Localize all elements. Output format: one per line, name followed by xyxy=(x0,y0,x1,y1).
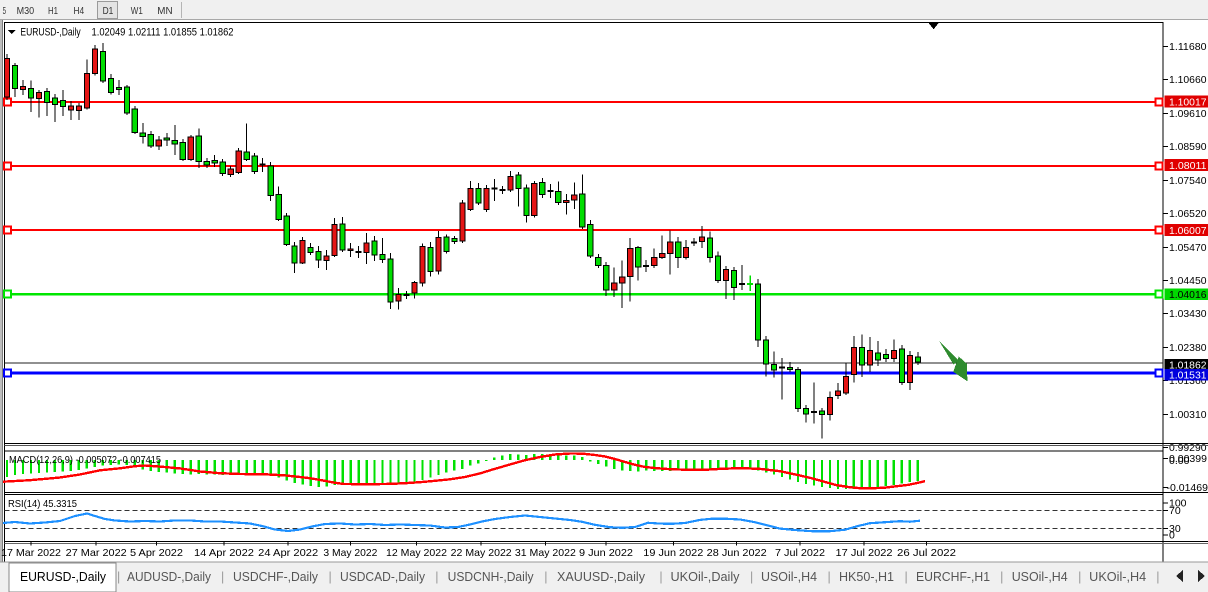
svg-text:RSI(14) 45.3315: RSI(14) 45.3315 xyxy=(8,498,77,510)
svg-text:1.05470: 1.05470 xyxy=(1169,242,1207,254)
svg-text:|: | xyxy=(1000,570,1003,584)
svg-text:1.01531: 1.01531 xyxy=(1169,370,1207,382)
svg-text:USDCHF-,Daily: USDCHF-,Daily xyxy=(233,570,319,584)
svg-text:AUDUSD-,Daily: AUDUSD-,Daily xyxy=(127,570,212,584)
svg-text:1.08590: 1.08590 xyxy=(1169,141,1207,153)
svg-text:EURUSD-,Daily: EURUSD-,Daily xyxy=(20,570,107,584)
svg-text:1.08011: 1.08011 xyxy=(1169,160,1207,172)
svg-text:|: | xyxy=(544,570,547,584)
svg-text:EURUSD-,Daily: EURUSD-,Daily xyxy=(20,26,81,38)
svg-text:30: 30 xyxy=(1169,523,1181,535)
svg-text:USOil-,H4: USOil-,H4 xyxy=(761,570,817,584)
svg-text:27 Mar 2022: 27 Mar 2022 xyxy=(66,547,127,559)
svg-text:22 May 2022: 22 May 2022 xyxy=(451,547,512,559)
svg-text:UKOil-,H4: UKOil-,H4 xyxy=(1089,570,1146,584)
svg-text:100: 100 xyxy=(1169,498,1187,510)
svg-text:USDCNH-,Daily: USDCNH-,Daily xyxy=(448,570,535,584)
svg-text:1.07540: 1.07540 xyxy=(1169,175,1207,187)
svg-text:17 Mar 2022: 17 Mar 2022 xyxy=(1,547,61,559)
svg-text:|: | xyxy=(435,570,438,584)
svg-text:MACD(12,26,9) -0.005072 -0.007: MACD(12,26,9) -0.005072 -0.007415 xyxy=(9,454,161,466)
svg-text:W1: W1 xyxy=(131,5,143,17)
svg-text:D1: D1 xyxy=(103,5,114,17)
svg-text:24 Apr 2022: 24 Apr 2022 xyxy=(258,547,318,559)
svg-text:26 Jul 2022: 26 Jul 2022 xyxy=(897,547,956,559)
svg-text:28 Jun 2022: 28 Jun 2022 xyxy=(707,547,767,559)
svg-text:|: | xyxy=(659,570,662,584)
svg-text:USDCAD-,Daily: USDCAD-,Daily xyxy=(340,570,426,584)
svg-text:1.04016: 1.04016 xyxy=(1169,289,1207,301)
svg-text:H1: H1 xyxy=(48,5,58,17)
svg-text:1.02049 1.02111 1.01855 1.0186: 1.02049 1.02111 1.01855 1.01862 xyxy=(92,26,234,38)
svg-text:1.04450: 1.04450 xyxy=(1169,275,1207,287)
svg-text:1.06007: 1.06007 xyxy=(1169,225,1207,237)
svg-text:MN: MN xyxy=(157,5,172,17)
svg-text:|: | xyxy=(1078,570,1081,584)
svg-text:1.10660: 1.10660 xyxy=(1169,74,1207,86)
svg-text:7 Jul 2022: 7 Jul 2022 xyxy=(775,547,825,559)
svg-text:1.06520: 1.06520 xyxy=(1169,208,1207,220)
svg-text:-0.01469: -0.01469 xyxy=(1167,482,1208,494)
svg-text:70: 70 xyxy=(1169,505,1181,517)
svg-text:|: | xyxy=(117,570,120,584)
svg-text:|: | xyxy=(828,570,831,584)
svg-text:1.10017: 1.10017 xyxy=(1169,96,1207,108)
svg-text:UKOil-,Daily: UKOil-,Daily xyxy=(671,570,741,584)
svg-text:1.03430: 1.03430 xyxy=(1169,308,1207,320)
svg-text:1.00310: 1.00310 xyxy=(1169,409,1207,421)
svg-text:9 Jun 2022: 9 Jun 2022 xyxy=(579,547,633,559)
svg-text:5: 5 xyxy=(3,5,6,17)
svg-text:14 Apr 2022: 14 Apr 2022 xyxy=(194,547,254,559)
svg-text:0.00: 0.00 xyxy=(1169,455,1190,467)
svg-text:H4: H4 xyxy=(74,5,85,17)
svg-text:3 May 2022: 3 May 2022 xyxy=(323,547,377,559)
svg-text:USOil-,H4: USOil-,H4 xyxy=(1012,570,1068,584)
svg-text:0: 0 xyxy=(1169,530,1175,542)
svg-text:|: | xyxy=(1156,570,1159,584)
svg-text:HK50-,H1: HK50-,H1 xyxy=(839,570,894,584)
svg-text:5 Apr 2022: 5 Apr 2022 xyxy=(130,547,183,559)
svg-text:1.11680: 1.11680 xyxy=(1169,41,1207,53)
svg-text:17 Jul 2022: 17 Jul 2022 xyxy=(836,547,893,559)
svg-text:|: | xyxy=(221,570,224,584)
svg-text:1.02380: 1.02380 xyxy=(1169,342,1207,354)
svg-text:1.09610: 1.09610 xyxy=(1169,108,1207,120)
svg-text:12 May 2022: 12 May 2022 xyxy=(386,547,447,559)
svg-text:|: | xyxy=(750,570,753,584)
svg-text:0.00399: 0.00399 xyxy=(1169,453,1207,465)
svg-text:XAUUSD-,Daily: XAUUSD-,Daily xyxy=(557,570,646,584)
svg-text:19 Jun 2022: 19 Jun 2022 xyxy=(643,547,703,559)
svg-text:EURCHF-,H1: EURCHF-,H1 xyxy=(916,570,990,584)
svg-text:M30: M30 xyxy=(17,5,35,17)
svg-text:31 May 2022: 31 May 2022 xyxy=(515,547,576,559)
svg-text:1.01862: 1.01862 xyxy=(1169,359,1207,371)
svg-text:|: | xyxy=(905,570,908,584)
svg-text:|: | xyxy=(329,570,332,584)
